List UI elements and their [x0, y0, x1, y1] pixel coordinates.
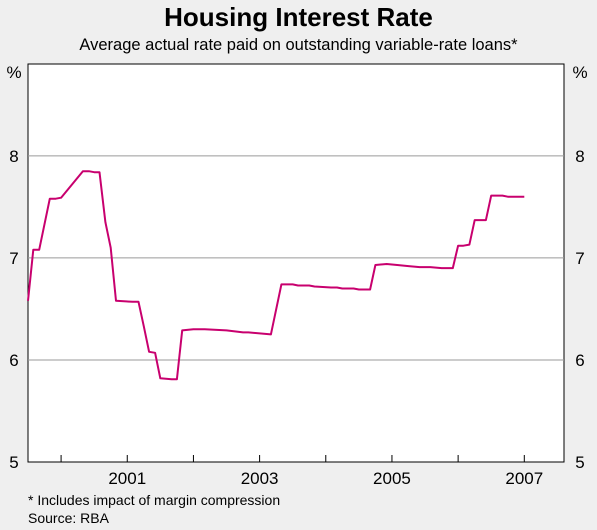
y-tick-label-right-8: 8 — [575, 147, 584, 166]
x-tick-label-2001: 2001 — [108, 469, 146, 488]
x-tick-label-2005: 2005 — [373, 469, 411, 488]
plot-area — [27, 63, 565, 463]
y-unit-right: % — [572, 63, 587, 82]
y-tick-label-left-8: 8 — [9, 147, 18, 166]
y-tick-label-left-6: 6 — [9, 351, 18, 370]
x-tick-marks — [60, 455, 525, 462]
source-note: Source: RBA — [28, 510, 110, 526]
y-tick-label-right-6: 6 — [575, 351, 584, 370]
x-tick-label-2003: 2003 — [241, 469, 279, 488]
y-tick-label-right-5: 5 — [575, 453, 584, 472]
y-tick-label-right-7: 7 — [575, 249, 584, 268]
y-unit-left: % — [6, 63, 21, 82]
x-tick-label-2007: 2007 — [505, 469, 543, 488]
chart-subtitle: Average actual rate paid on outstanding … — [79, 36, 518, 54]
y-tick-label-left-7: 7 — [9, 249, 18, 268]
gridlines — [28, 155, 564, 361]
y-tick-label-left-5: 5 — [9, 453, 18, 472]
series-line — [27, 170, 525, 381]
footnote: * Includes impact of margin compression — [28, 492, 280, 508]
chart-title: Housing Interest Rate — [164, 2, 433, 32]
